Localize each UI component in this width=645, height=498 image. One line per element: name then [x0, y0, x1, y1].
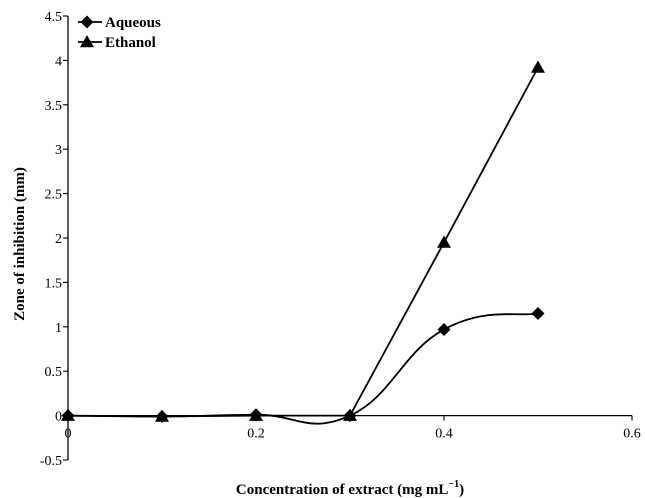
series-line-aqueous [67, 312, 539, 425]
point-ethanol-triangle-marker [155, 409, 169, 422]
series-line-ethanol [67, 67, 539, 418]
y-axis-title: Zone of inhibition (mm) [12, 167, 28, 321]
point-ethanol-triangle-marker [61, 408, 75, 421]
x-tick-label: 0 [65, 427, 72, 442]
y-tick-label: 3.5 [45, 99, 63, 114]
series-layer [61, 60, 545, 425]
y-tick-label: -0.5 [40, 454, 62, 469]
legend-label-ethanol: Ethanol [105, 35, 156, 51]
point-aqueous-diamond-marker [531, 306, 545, 320]
x-axis-title: Concentration of extract (mg mL−1) [236, 479, 464, 498]
y-tick-label: 0 [55, 410, 62, 425]
legend-item-ethanol: Ethanol [78, 35, 156, 51]
y-tick-label: 1.5 [45, 276, 63, 291]
legend-ethanol-triangle-marker [80, 35, 94, 48]
series-ethanol [61, 60, 545, 422]
point-ethanol-triangle-marker [249, 408, 263, 421]
y-tick-label: 4 [55, 54, 62, 69]
point-ethanol-triangle-marker [343, 408, 357, 421]
legend-item-aqueous: Aqueous [78, 15, 161, 31]
x-axis-title-main: Concentration of extract (mg mL [236, 482, 448, 498]
x-axis-title-superscript: −1 [448, 479, 459, 490]
point-aqueous-diamond-marker [437, 322, 451, 336]
x-axis-title-end: ) [459, 482, 464, 498]
y-tick-label: 2.5 [45, 188, 63, 203]
x-tick-label: 0.2 [247, 427, 265, 442]
point-ethanol-triangle-marker [437, 235, 451, 248]
legend-aqueous-diamond-marker [80, 15, 94, 29]
y-tick-label: 3 [55, 143, 62, 158]
y-tick-label: 2 [55, 232, 62, 247]
axes: -0.500.511.522.533.544.50 0.2 0.4 0.6 [40, 10, 641, 469]
point-ethanol-triangle-marker [531, 60, 545, 73]
x-tick-label: 0.6 [623, 427, 641, 442]
legend-label-aqueous: Aqueous [105, 15, 161, 31]
y-tick-label: 0.5 [45, 365, 63, 380]
legend: Aqueous Ethanol [78, 15, 161, 51]
x-tick-label: 0.4 [435, 427, 453, 442]
y-tick-label: 1 [55, 321, 62, 336]
y-tick-label: 4.5 [45, 10, 63, 25]
series-aqueous [61, 306, 545, 425]
